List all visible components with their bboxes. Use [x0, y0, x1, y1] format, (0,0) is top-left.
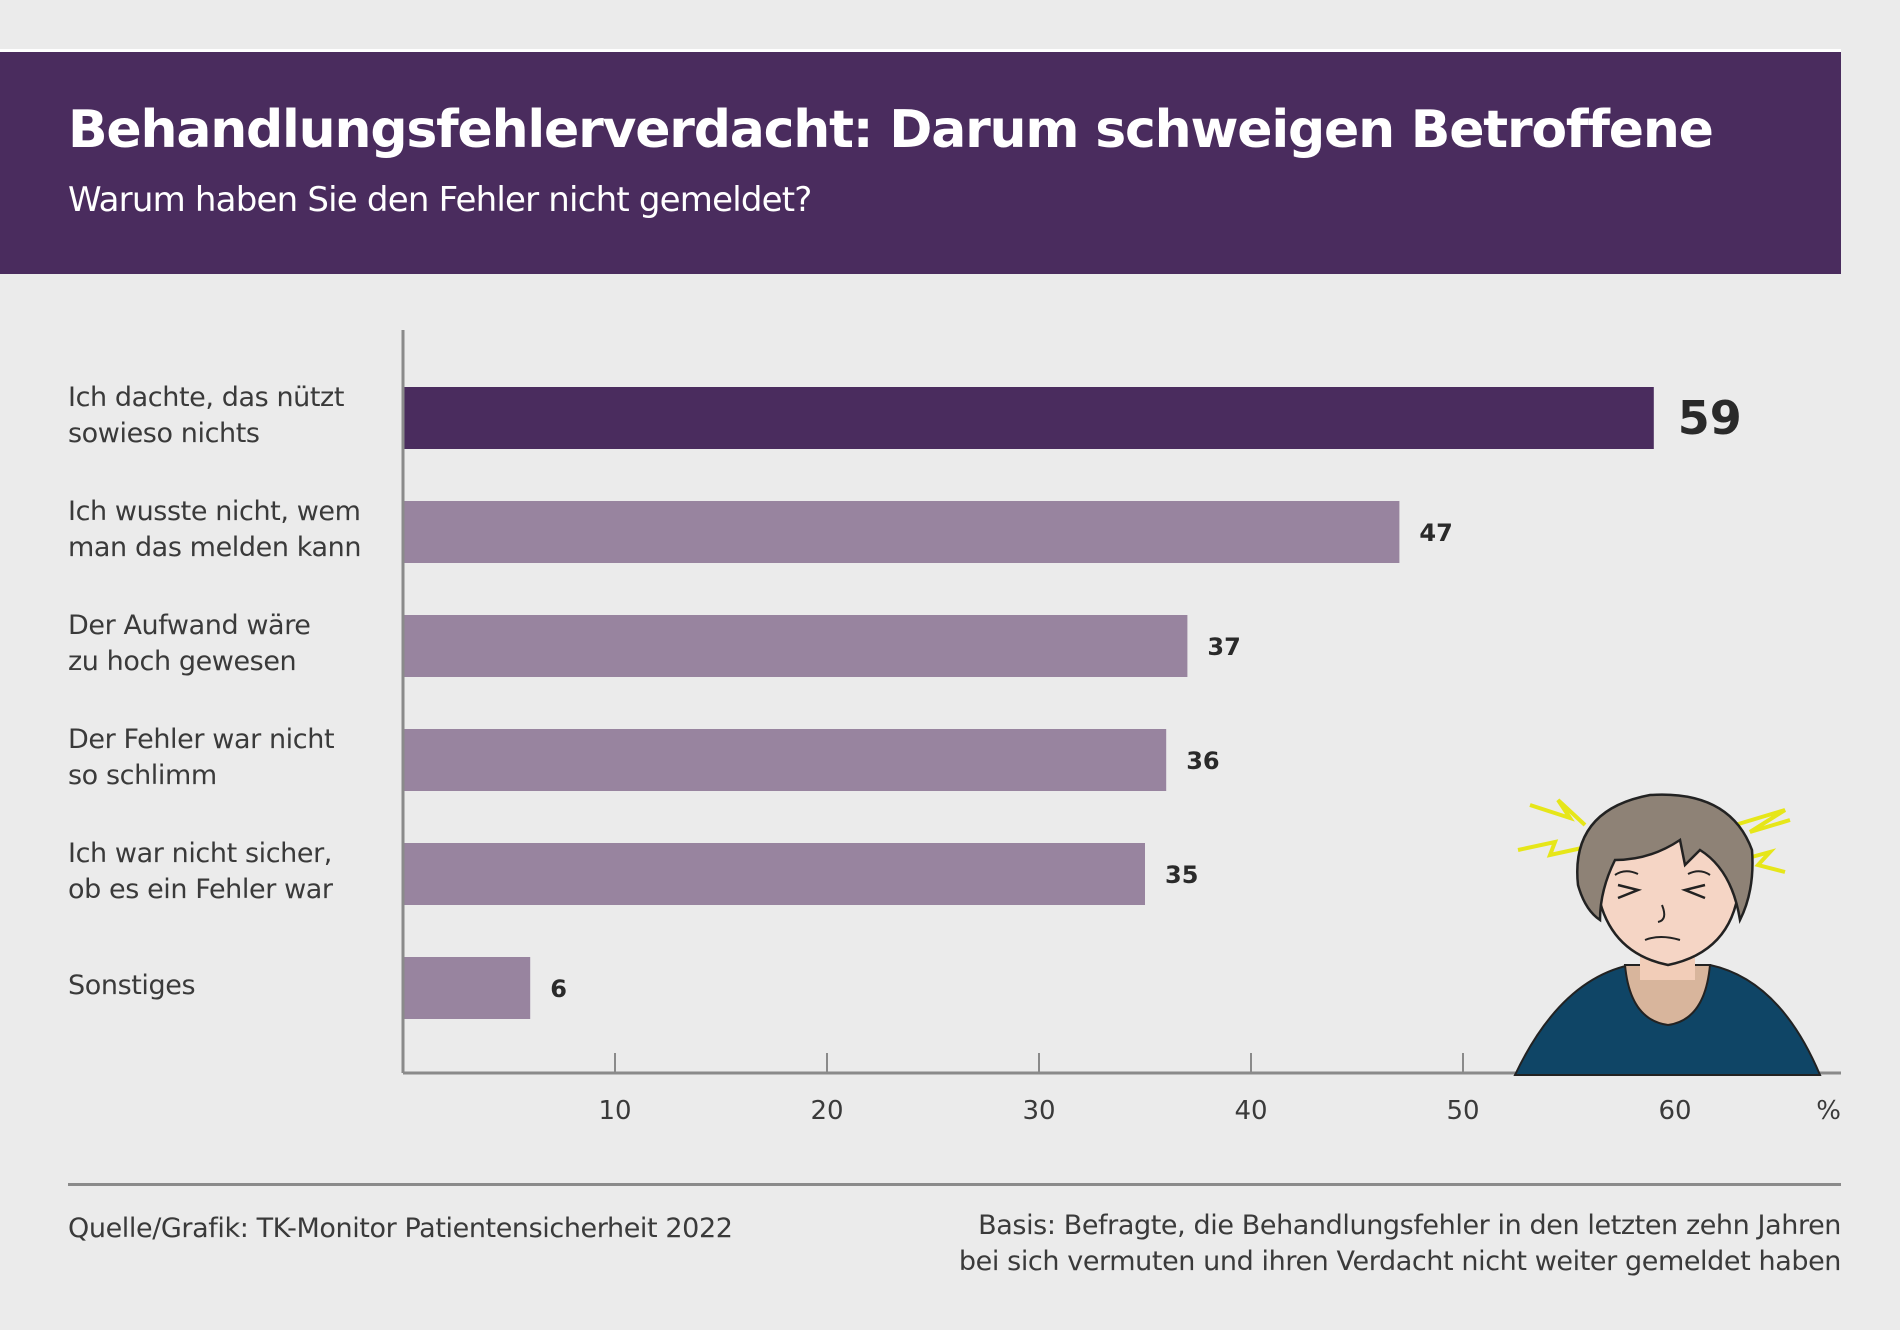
chart-title: Behandlungsfehlerverdacht: Darum schweig…: [68, 100, 1714, 160]
value-label: 37: [1207, 633, 1240, 661]
lightning-icon: [1529, 798, 1587, 827]
value-label: 59: [1678, 391, 1742, 445]
bar: [403, 501, 1400, 563]
ticks-group: 10 20 30 40 50 60%: [598, 1053, 1841, 1126]
footer-divider: [68, 1183, 1841, 1186]
x-tick-label: 30: [1022, 1096, 1055, 1126]
source-note: Quelle/Grafik: TK-Monitor Patientensiche…: [68, 1213, 733, 1244]
lightning-icon: [1734, 808, 1791, 834]
x-tick-label: 50: [1446, 1096, 1479, 1126]
header-banner: [0, 52, 1841, 274]
value-label: 47: [1419, 519, 1452, 547]
value-label: 36: [1186, 747, 1219, 775]
bar: [403, 957, 531, 1019]
x-tick-label: 10: [598, 1096, 631, 1126]
category-label: Der Aufwand wäre zu hoch gewesen: [68, 610, 311, 677]
bar: [403, 843, 1145, 905]
headache-person-icon: [1513, 793, 1822, 1076]
category-label: Der Fehler war nicht so schlimm: [68, 724, 335, 791]
bar: [403, 387, 1654, 449]
x-tick-label: 60: [1658, 1096, 1691, 1126]
lightning-icon: [1517, 839, 1583, 858]
category-label: Ich dachte, das nützt sowieso nichts: [68, 382, 345, 449]
bar: [403, 615, 1188, 677]
bars-group: [403, 387, 1654, 1019]
x-tick-label: 20: [810, 1096, 843, 1126]
category-label: Sonstiges: [68, 970, 196, 1001]
x-tick-label: 40: [1234, 1096, 1267, 1126]
lightning-icon: [1747, 848, 1786, 874]
category-label: Ich war nicht sicher, ob es ein Fehler w…: [68, 838, 333, 905]
x-unit-label: %: [1816, 1096, 1841, 1126]
value-label: 6: [550, 975, 567, 1003]
category-label: Ich wusste nicht, wem man das melden kan…: [68, 496, 362, 563]
value-labels-group: 59 47 37 36 35 6: [550, 391, 1742, 1003]
value-label: 35: [1165, 861, 1198, 889]
bar: [403, 729, 1167, 791]
basis-note: Basis: Befragte, die Behandlungsfehler i…: [958, 1210, 1841, 1277]
chart-subtitle: Warum haben Sie den Fehler nicht gemelde…: [68, 180, 812, 220]
